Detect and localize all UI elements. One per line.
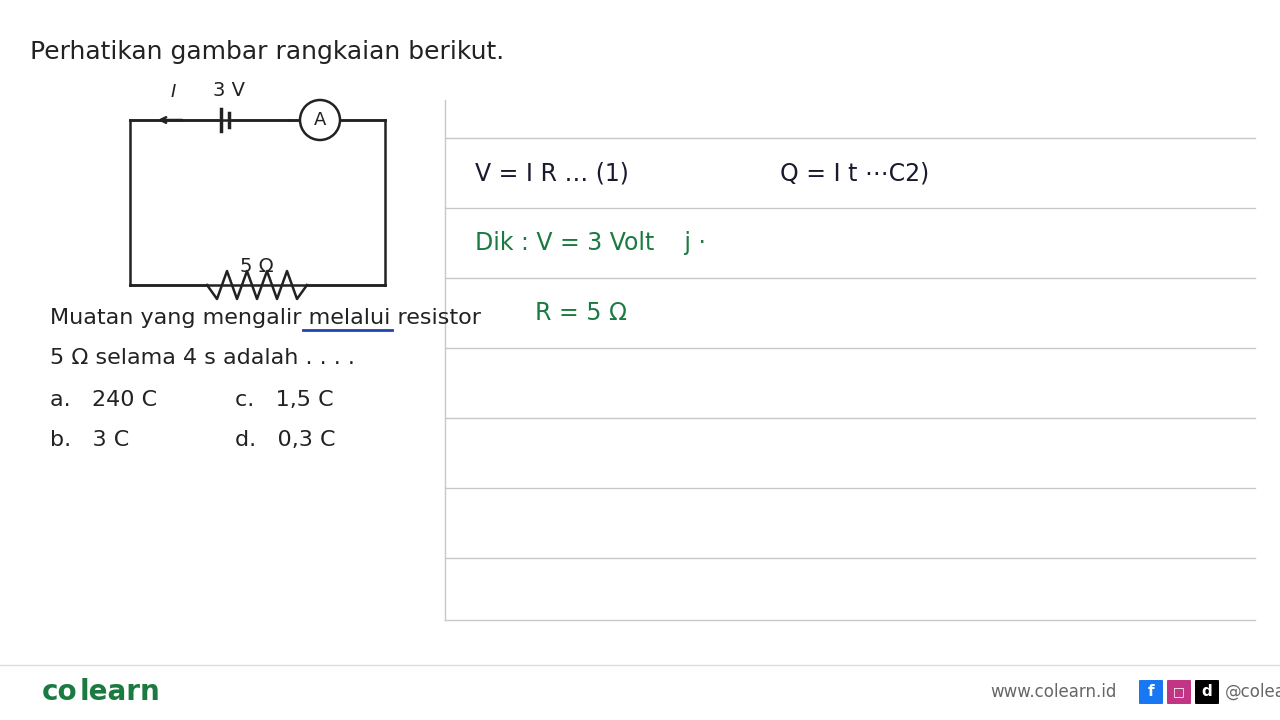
Text: c.   1,5 C: c. 1,5 C <box>236 390 334 410</box>
Text: □: □ <box>1174 685 1185 698</box>
Text: @colearn.id: @colearn.id <box>1225 683 1280 701</box>
FancyBboxPatch shape <box>1196 680 1219 704</box>
FancyBboxPatch shape <box>1139 680 1164 704</box>
Text: f: f <box>1148 685 1155 700</box>
Text: Q = I t ⋯C2): Q = I t ⋯C2) <box>780 161 929 185</box>
Text: R = 5 Ω: R = 5 Ω <box>535 301 627 325</box>
Text: a.   240 C: a. 240 C <box>50 390 157 410</box>
FancyBboxPatch shape <box>1167 680 1190 704</box>
Text: b.   3 C: b. 3 C <box>50 430 129 450</box>
Text: 5 Ω: 5 Ω <box>241 258 274 276</box>
Text: 5 Ω selama 4 s adalah . . . .: 5 Ω selama 4 s adalah . . . . <box>50 348 355 368</box>
Text: 3 V: 3 V <box>212 81 244 99</box>
Circle shape <box>300 100 340 140</box>
Text: V = I R … (1): V = I R … (1) <box>475 161 628 185</box>
Text: Perhatikan gambar rangkaian berikut.: Perhatikan gambar rangkaian berikut. <box>29 40 504 64</box>
Text: co: co <box>42 678 78 706</box>
Text: www.colearn.id: www.colearn.id <box>989 683 1116 701</box>
Text: learn: learn <box>79 678 161 706</box>
Text: d.   0,3 C: d. 0,3 C <box>236 430 335 450</box>
Text: Muatan yang mengalir melalui resistor: Muatan yang mengalir melalui resistor <box>50 308 481 328</box>
Text: Dik : V = 3 Volt    j ·: Dik : V = 3 Volt j · <box>475 231 705 255</box>
Text: I: I <box>170 83 175 101</box>
Text: A: A <box>314 111 326 129</box>
Text: d: d <box>1202 685 1212 700</box>
